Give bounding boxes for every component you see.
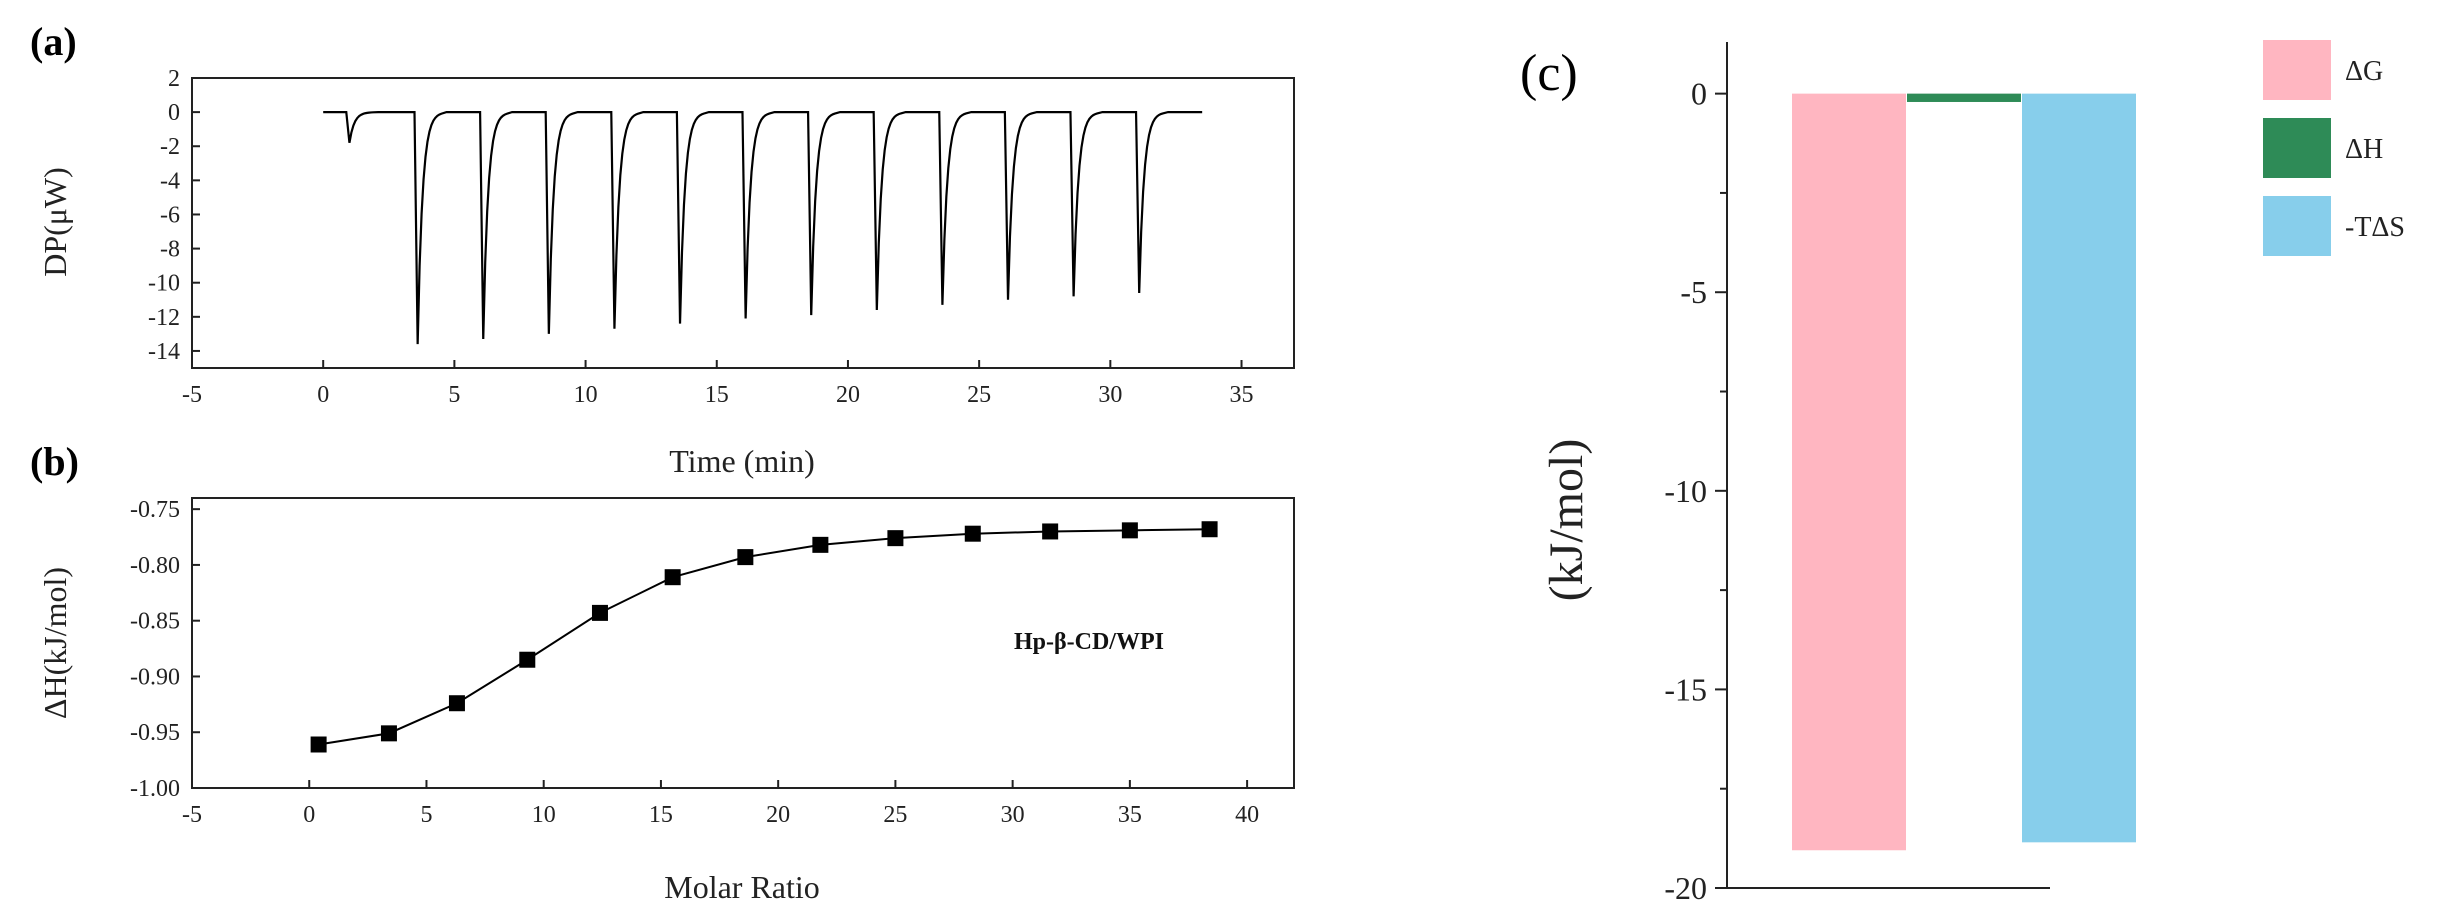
panel-a-x-tick-label: 5 [448,382,460,408]
data-point [310,736,327,753]
complex-annotation: Hp-β-CD/WPI [1014,629,1164,655]
panel-c-y-tick-label: -10 [1664,473,1707,509]
data-point [887,530,904,547]
panel-a-y-tick-label: -10 [148,271,180,297]
panel-a-y-tick-label: 2 [168,66,180,92]
panel-a-y-tick-label: -14 [148,339,180,365]
panel-b-x-tick-label: 25 [883,802,907,828]
panel-a-x-ticks: -5 0 5 10 15 20 25 30 35 [182,360,1254,408]
panel-a-x-tick-label: 30 [1098,382,1122,408]
data-point [519,651,536,668]
binding-data-points [310,521,1218,753]
panel-b-y-tick-label: -0.85 [130,609,180,635]
panel-c-tag: (c) [1520,45,1578,102]
panel-a-x-tick-label: 0 [317,382,329,408]
panel-a-chart: 20-2-4-6-8-10-12-14 -5 0 5 10 15 20 25 30 35 Tim… [37,66,1295,479]
panel-a-y-ticks: 2 0 -2 -4 -6 -8 -10 -12 -14 [148,66,200,365]
thermogram-trace [323,111,1203,345]
data-point [737,549,754,566]
data-point [1201,521,1218,538]
panel-b-x-tick-label: 10 [532,802,556,828]
thermo-bars [1792,93,2136,851]
panel-a-x-tick-label: 20 [836,382,860,408]
legend-swatch [2263,40,2331,100]
panel-c-y-ticks: 0 -5 -10 -15 -20 [1664,76,1727,906]
panel-b-x-tick-label: 20 [766,802,790,828]
panel-a-frame [191,77,1295,369]
data-point [964,525,981,542]
legend-label: ΔG [2345,56,2383,87]
panel-b-x-ticks: -5 0 5 10 15 20 25 30 35 40 [182,780,1259,828]
panel-a-y-tick-label: -4 [160,168,180,194]
data-point [448,695,465,712]
panel-a-y-label: DP(μW) [37,167,73,277]
panel-a-x-tick-label: 10 [574,382,598,408]
panel-b-x-label: Molar Ratio [664,869,820,905]
bar-0 [1792,93,1906,851]
panel-a-tag: (a) [30,19,77,64]
data-point [812,536,829,553]
legend-label: ΔH [2345,134,2383,165]
legend-label: -TΔS [2345,212,2405,243]
panel-a-x-tick-label: -5 [182,382,202,408]
panel-b-y-tick-label: -0.95 [130,720,180,746]
panel-c-y-tick-label: -5 [1680,274,1707,310]
panel-b-x-tick-label: 40 [1235,802,1259,828]
panel-a-y-tick-label: -2 [160,134,180,160]
panel-b-y-label: ΔH(kJ/mol) [37,567,73,719]
panel-a-y-tick-label: -8 [160,237,180,263]
data-point [1042,523,1059,540]
data-point [591,604,608,621]
panel-b-x-tick-label: 15 [649,802,673,828]
panel-a-y-tick-label: -12 [148,305,180,331]
panel-b-tag: (b) [30,439,79,484]
panel-c-legend: ΔG ΔH -TΔS [2263,40,2405,256]
panel-b-y-ticks: -0.75 -0.80 -0.85 -0.90 -0.95 -1.00 [130,497,200,802]
panel-b-frame [191,497,1295,789]
panel-b-chart: -0.75 -0.80 -0.85 -0.90 -0.95 -1.00 -5 0 5 10 15 2… [37,497,1295,905]
panel-a-x-label: Time (min) [669,443,815,479]
panel-c-y-tick-label: 0 [1691,76,1707,112]
panel-b-x-tick-label: 35 [1118,802,1142,828]
panel-b-y-tick-label: -1.00 [130,776,180,802]
panel-a-x-tick-label: 25 [967,382,991,408]
panel-b-x-tick-label: 5 [420,802,432,828]
panel-b-x-tick-label: 30 [1001,802,1025,828]
data-point [664,569,681,586]
data-point [380,725,397,742]
bar-2 [2022,93,2136,843]
panel-c-y-tick-label: -20 [1664,870,1707,906]
bar-1 [1907,93,2021,102]
panel-a-y-tick-label: 0 [168,100,180,126]
data-point [1121,522,1138,539]
panel-a-x-tick-label: 15 [705,382,729,408]
panel-b-x-tick-label: -5 [182,802,202,828]
panel-c-chart: 0 -5 -10 -15 -20 (kJ/mol) ΔG ΔH -TΔS [1540,40,2405,906]
panel-c-y-tick-label: -15 [1664,671,1707,707]
panel-b-y-tick-label: -0.80 [130,553,180,579]
panel-a-y-tick-label: -6 [160,202,180,228]
panel-c-y-label: (kJ/mol) [1540,439,1593,602]
panel-b-y-tick-label: -0.90 [130,664,180,690]
panel-b-y-tick-label: -0.75 [130,497,180,523]
legend-swatch [2263,196,2331,256]
panel-a-x-tick-label: 35 [1230,382,1254,408]
legend-swatch [2263,118,2331,178]
panel-b-x-tick-label: 0 [303,802,315,828]
